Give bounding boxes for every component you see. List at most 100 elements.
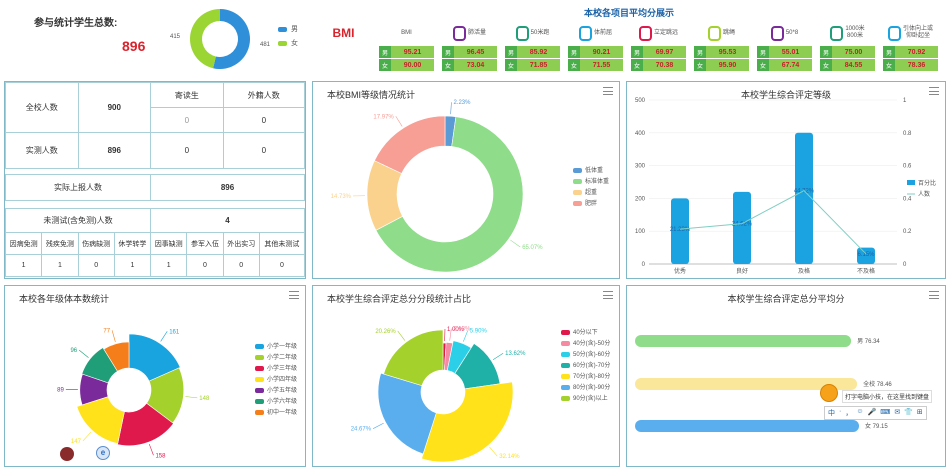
- slice-label-2: 5.90%: [470, 328, 488, 334]
- avg-bar-label-0: 男 76.34: [857, 338, 880, 345]
- ime-item-5[interactable]: ⌨: [880, 409, 891, 416]
- avg-score-chart-title: 本校学生综合评定总分平均分: [727, 294, 845, 304]
- legend-male[interactable]: 男: [278, 24, 298, 34]
- legend-label-6: 初中一年级: [267, 408, 297, 416]
- donut-label-right: 481: [260, 42, 271, 48]
- sport-cell-5: 立定跳远男 69.97 女 70.38: [631, 20, 686, 71]
- sport-name: 1000米 800米: [845, 26, 865, 39]
- slice-label-2: 158: [155, 453, 166, 459]
- legend-swatch-5: [255, 399, 264, 404]
- grade-menu-icon[interactable]: [929, 87, 939, 95]
- slice-4: [421, 381, 514, 463]
- ime-item-7[interactable]: 👕: [904, 409, 913, 416]
- legend-swatch-3: [255, 377, 264, 382]
- legend-swatch-0: [561, 330, 570, 335]
- slice-5: [377, 372, 437, 455]
- score-row-female: 女 67.74: [757, 59, 812, 71]
- legend-female[interactable]: 女: [278, 38, 298, 48]
- gender-donut-chart: 415 481: [170, 9, 271, 69]
- avg-bar-2: [635, 420, 860, 432]
- score-dist-menu-icon[interactable]: [603, 291, 613, 299]
- bar-label-0: 21.23%: [670, 227, 691, 233]
- grade-year-rose-chart: 161 148 158 147 89 96 77 小学一年级小学二年级小学三年级小学四年级小学…: [57, 328, 297, 459]
- ime-item-2[interactable]: ，: [845, 410, 853, 417]
- ime-item-1[interactable]: ·: [839, 408, 842, 415]
- ime-item-4[interactable]: 🎤: [867, 409, 877, 416]
- bmi-text-icon: BMI: [332, 26, 355, 40]
- ime-buttons: 中 ·， ☺ 🎤 ⌨ ✉ 👕 ⊞: [824, 406, 927, 420]
- gender-legend: 男 女: [278, 24, 298, 48]
- legend-swatch-1: [561, 341, 570, 346]
- total-students-value: 896: [122, 38, 146, 54]
- slice-label-1: 2.13%: [453, 327, 471, 333]
- ime-mascot-icon[interactable]: [820, 384, 838, 402]
- reason-value: 0: [77, 254, 115, 277]
- legend-label-5: 小学六年级: [267, 397, 297, 405]
- avg-score-menu-icon[interactable]: [929, 291, 939, 299]
- score-row-male: 男 69.97: [631, 46, 686, 58]
- legend-swatch-0: [573, 168, 582, 173]
- score-row-female: 女 70.38: [631, 59, 686, 71]
- lungs-icon: [452, 25, 466, 41]
- y-tick-right: 1: [903, 98, 907, 104]
- y-tick-right: 0.6: [903, 164, 912, 170]
- distance-run-icon: [830, 25, 844, 41]
- score-row-female: 女 84.55: [820, 59, 875, 71]
- reason-label: 外出实习: [222, 232, 260, 255]
- bmi-panel: 本校BMI等级情况统计 2.23% 65.07% 14.73% 17.97% 低体重 标准…: [312, 81, 620, 279]
- score-row-female: 女 78.36: [883, 59, 938, 71]
- score-row-male: 男 55.01: [757, 46, 812, 58]
- score-row-female: 女 71.85: [505, 59, 560, 71]
- score-row-female: 女 73.04: [442, 59, 497, 71]
- sport-cell-3: 50米跑男 85.92 女 71.85: [505, 20, 560, 71]
- legend-swatch-4: [255, 388, 264, 393]
- sport-cell-0: BMI: [316, 20, 371, 46]
- grade-year-menu-icon[interactable]: [289, 291, 299, 299]
- score-row-female: 女 95.90: [694, 59, 749, 71]
- school-total-value: 900: [77, 82, 152, 133]
- slice-6: [103, 341, 130, 372]
- ime-item-8[interactable]: ⊞: [916, 409, 923, 416]
- sport-cell-9: 引体向上或 仰卧起坐男 70.92 女 78.36: [883, 20, 938, 71]
- grade-bar-chart: 0 100 200 300 400 500 0 0.2 0.4 0.6 0.8 1 优秀 21.23% 良好…: [635, 98, 936, 275]
- total-students-label: 参与统计学生总数:: [34, 18, 118, 29]
- legend-swatch-4: [561, 374, 570, 379]
- slice-label-1: 148: [199, 396, 210, 402]
- score-row-male: 男 95.53: [694, 46, 749, 58]
- y-tick-left: 200: [635, 196, 646, 202]
- legend-label-2: 超重: [585, 188, 597, 196]
- grade-bar-1: [733, 191, 751, 264]
- legend-label-0: 40分以下: [573, 328, 598, 336]
- ime-item-0[interactable]: 中: [828, 410, 835, 417]
- ime-item-3[interactable]: ☺: [856, 408, 864, 415]
- school-total-label: 全校人数: [5, 82, 79, 133]
- slice-6: [383, 329, 444, 386]
- slice-2: [117, 402, 174, 447]
- grade-year-chart-title: 本校各年级体本数统计: [19, 294, 110, 304]
- reported-value: 896: [150, 174, 305, 201]
- slice-label-2: 14.73%: [331, 194, 352, 200]
- bmi-menu-icon[interactable]: [603, 87, 613, 95]
- e-badge-icon[interactable]: e: [96, 446, 110, 460]
- sport-name: 肺活量: [467, 29, 486, 36]
- slice-label-0: 161: [169, 329, 180, 335]
- legend-swatch-5: [561, 385, 570, 390]
- reason-label: 因病免测: [4, 232, 43, 255]
- legend-label-1: 40分(含)-50分: [573, 339, 610, 347]
- legend-swatch-2: [573, 190, 582, 195]
- score-row-male: 男 85.92: [505, 46, 560, 58]
- legend-label-4: 70分(含)-80分: [573, 372, 610, 380]
- x-tick: 不及格: [857, 267, 875, 275]
- ime-toolbar[interactable]: 打字电脑小技，在这里找到键盘 中 ·， ☺ 🎤 ⌨ ✉ 👕 ⊞: [820, 384, 948, 424]
- grade-chart-title: 本校学生综合评定等级: [740, 90, 831, 100]
- ladybug-icon[interactable]: [60, 447, 74, 461]
- y-tick-left: 400: [635, 131, 646, 137]
- runner-icon: [515, 25, 529, 41]
- untested-label: 未测试(含免测)人数: [4, 208, 152, 233]
- ime-item-6[interactable]: ✉: [894, 409, 901, 416]
- x-tick: 良好: [736, 267, 748, 275]
- x-tick: 及格: [798, 267, 810, 275]
- legend-label-1: 标准体重: [585, 177, 609, 185]
- x-tick: 优秀: [674, 267, 686, 275]
